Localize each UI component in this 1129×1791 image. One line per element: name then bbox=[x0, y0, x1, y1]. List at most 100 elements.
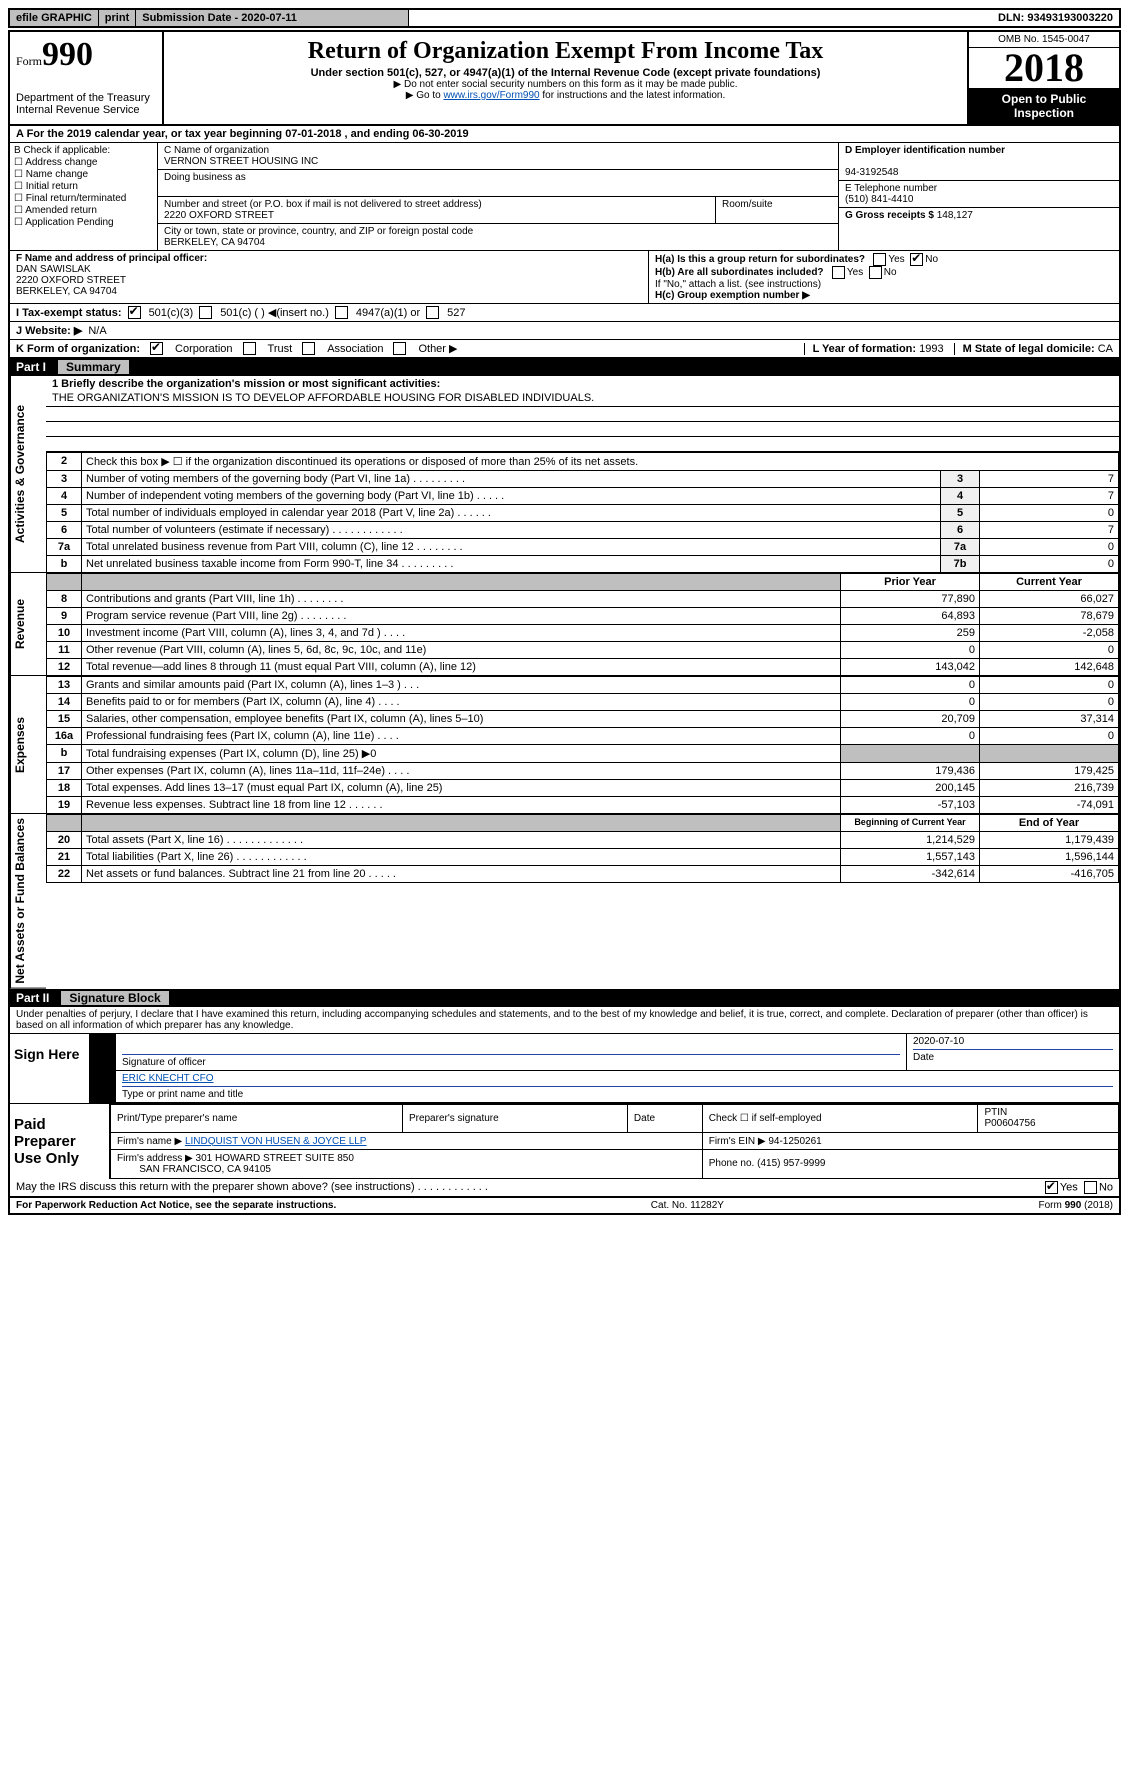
efile-button[interactable]: efile GRAPHIC bbox=[10, 10, 99, 26]
chk-other[interactable] bbox=[393, 342, 406, 355]
discuss-text: May the IRS discuss this return with the… bbox=[16, 1181, 488, 1193]
table-row: bTotal fundraising expenses (Part IX, co… bbox=[47, 745, 1119, 763]
officer-group-grid: F Name and address of principal officer:… bbox=[10, 251, 1119, 304]
table-row: 18Total expenses. Add lines 13–17 (must … bbox=[47, 780, 1119, 797]
website-label: J Website: ▶ bbox=[16, 324, 82, 337]
tax-year: 2018 bbox=[969, 48, 1119, 88]
firm-name-link[interactable]: LINDQUIST VON HUSEN & JOYCE LLP bbox=[185, 1136, 367, 1147]
paid-preparer-label: Paid Preparer Use Only bbox=[10, 1104, 110, 1179]
officer-name-link[interactable]: ERIC KNECHT CFO bbox=[122, 1073, 214, 1084]
chk-527[interactable] bbox=[426, 306, 439, 319]
netassets-block: Beginning of Current YearEnd of Year 20T… bbox=[46, 814, 1119, 989]
gross-label: G Gross receipts $ bbox=[845, 210, 934, 221]
h-b-note: If "No," attach a list. (see instruction… bbox=[655, 279, 1113, 290]
irs-link[interactable]: www.irs.gov/Form990 bbox=[443, 90, 539, 101]
box-b-label: B Check if applicable: bbox=[14, 145, 153, 156]
prep-name-hdr: Print/Type preparer's name bbox=[111, 1104, 403, 1133]
firm-addr-label: Firm's address ▶ bbox=[117, 1153, 193, 1164]
sig-date-label: Date bbox=[913, 1052, 1113, 1063]
year-formation-label: L Year of formation: bbox=[813, 343, 917, 355]
chk-corp[interactable] bbox=[150, 342, 163, 355]
chk-trust[interactable] bbox=[243, 342, 256, 355]
chk-name[interactable]: ☐ Name change bbox=[14, 169, 153, 180]
mission-text: THE ORGANIZATION'S MISSION IS TO DEVELOP… bbox=[46, 392, 1119, 407]
prep-self-hdr: Check ☐ if self-employed bbox=[702, 1104, 978, 1133]
mission-blank-2 bbox=[46, 422, 1119, 437]
table-row: 11Other revenue (Part VIII, column (A), … bbox=[47, 642, 1119, 659]
chk-assoc[interactable] bbox=[302, 342, 315, 355]
sig-officer-label: Signature of officer bbox=[122, 1057, 900, 1068]
officer-name-label: Type or print name and title bbox=[122, 1089, 1113, 1100]
officer-label: F Name and address of principal officer: bbox=[16, 253, 207, 264]
h-b-label: H(b) Are all subordinates included? bbox=[655, 267, 824, 278]
mission-q: 1 Briefly describe the organization's mi… bbox=[46, 376, 1119, 392]
h-a-yes[interactable] bbox=[873, 253, 886, 266]
vlabel-governance: Activities & Governance bbox=[10, 376, 46, 573]
chk-initial[interactable]: ☐ Initial return bbox=[14, 181, 153, 192]
current-year-hdr: Current Year bbox=[980, 574, 1119, 591]
dln-label: DLN: 93493193003220 bbox=[992, 10, 1119, 26]
domicile-value: CA bbox=[1098, 343, 1113, 355]
table-row: 8Contributions and grants (Part VIII, li… bbox=[47, 591, 1119, 608]
table-row: 20Total assets (Part X, line 16) . . . .… bbox=[47, 832, 1119, 849]
dba-label: Doing business as bbox=[164, 172, 832, 183]
chk-4947[interactable] bbox=[335, 306, 348, 319]
table-row: 10Investment income (Part VIII, column (… bbox=[47, 625, 1119, 642]
chk-address[interactable]: ☐ Address change bbox=[14, 157, 153, 168]
gross-value: 148,127 bbox=[937, 210, 973, 221]
table-row: 19Revenue less expenses. Subtract line 1… bbox=[47, 797, 1119, 814]
governance-table: 2Check this box ▶ ☐ if the organization … bbox=[46, 452, 1119, 573]
footer-mid: Cat. No. 11282Y bbox=[651, 1200, 724, 1211]
form-number: 990 bbox=[42, 36, 93, 73]
chk-501c[interactable] bbox=[199, 306, 212, 319]
discuss-row: May the IRS discuss this return with the… bbox=[10, 1179, 1119, 1197]
table-row: 9Program service revenue (Part VIII, lin… bbox=[47, 608, 1119, 625]
part-ii-title: Signature Block bbox=[61, 991, 168, 1005]
table-row: 22Net assets or fund balances. Subtract … bbox=[47, 866, 1119, 883]
box-h: H(a) Is this a group return for subordin… bbox=[649, 251, 1119, 303]
header-left: Form990 Department of the Treasury Inter… bbox=[10, 32, 164, 124]
identity-grid: B Check if applicable: ☐ Address change … bbox=[10, 143, 1119, 251]
chk-pending[interactable]: ☐ Application Pending bbox=[14, 217, 153, 228]
discuss-no[interactable] bbox=[1084, 1181, 1097, 1194]
table-row: 6Total number of volunteers (estimate if… bbox=[47, 522, 1119, 539]
prior-year-hdr: Prior Year bbox=[841, 574, 980, 591]
form-footer: For Paperwork Reduction Act Notice, see … bbox=[10, 1197, 1119, 1213]
chk-501c3[interactable] bbox=[128, 306, 141, 319]
ein-value: 94-3192548 bbox=[845, 167, 898, 178]
footer-left: For Paperwork Reduction Act Notice, see … bbox=[16, 1200, 336, 1211]
arrow-icon-2 bbox=[90, 1071, 116, 1102]
firm-addr2: SAN FRANCISCO, CA 94105 bbox=[139, 1164, 271, 1175]
table-row: 7aTotal unrelated business revenue from … bbox=[47, 539, 1119, 556]
officer-name: DAN SAWISLAK bbox=[16, 264, 91, 275]
print-button[interactable]: print bbox=[99, 10, 136, 26]
chk-amended[interactable]: ☐ Amended return bbox=[14, 205, 153, 216]
vlabel-netassets: Net Assets or Fund Balances bbox=[10, 814, 46, 989]
chk-final[interactable]: ☐ Final return/terminated bbox=[14, 193, 153, 204]
begin-year-hdr: Beginning of Current Year bbox=[841, 815, 980, 832]
note-link: ▶ Go to www.irs.gov/Form990 for instruct… bbox=[170, 90, 961, 101]
h-a-no[interactable] bbox=[910, 253, 923, 266]
row-k: K Form of organization: Corporation Trus… bbox=[10, 340, 1119, 358]
h-b-yes[interactable] bbox=[832, 266, 845, 279]
form-header: Form990 Department of the Treasury Inter… bbox=[10, 32, 1119, 126]
note-ssn: ▶ Do not enter social security numbers o… bbox=[170, 79, 961, 90]
room-label: Room/suite bbox=[716, 197, 838, 223]
firm-ein-label: Firm's EIN ▶ bbox=[709, 1136, 766, 1147]
table-row: 17Other expenses (Part IX, column (A), l… bbox=[47, 763, 1119, 780]
org-name: VERNON STREET HOUSING INC bbox=[164, 156, 832, 167]
revenue-block: Prior YearCurrent Year 8Contributions an… bbox=[46, 573, 1119, 676]
discuss-yes[interactable] bbox=[1045, 1181, 1058, 1194]
h-b-no[interactable] bbox=[869, 266, 882, 279]
table-row: 5Total number of individuals employed in… bbox=[47, 505, 1119, 522]
vlabel-revenue: Revenue bbox=[10, 573, 46, 676]
table-row: 15Salaries, other compensation, employee… bbox=[47, 711, 1119, 728]
officer-addr1: 2220 OXFORD STREET bbox=[16, 275, 126, 286]
note-prefix: ▶ Go to bbox=[406, 90, 444, 101]
form-title: Return of Organization Exempt From Incom… bbox=[170, 38, 961, 65]
year-formation: 1993 bbox=[919, 343, 943, 355]
ptin-value: P00604756 bbox=[984, 1118, 1035, 1129]
table-row: 14Benefits paid to or for members (Part … bbox=[47, 694, 1119, 711]
box-f: F Name and address of principal officer:… bbox=[10, 251, 649, 303]
header-middle: Return of Organization Exempt From Incom… bbox=[164, 32, 967, 124]
